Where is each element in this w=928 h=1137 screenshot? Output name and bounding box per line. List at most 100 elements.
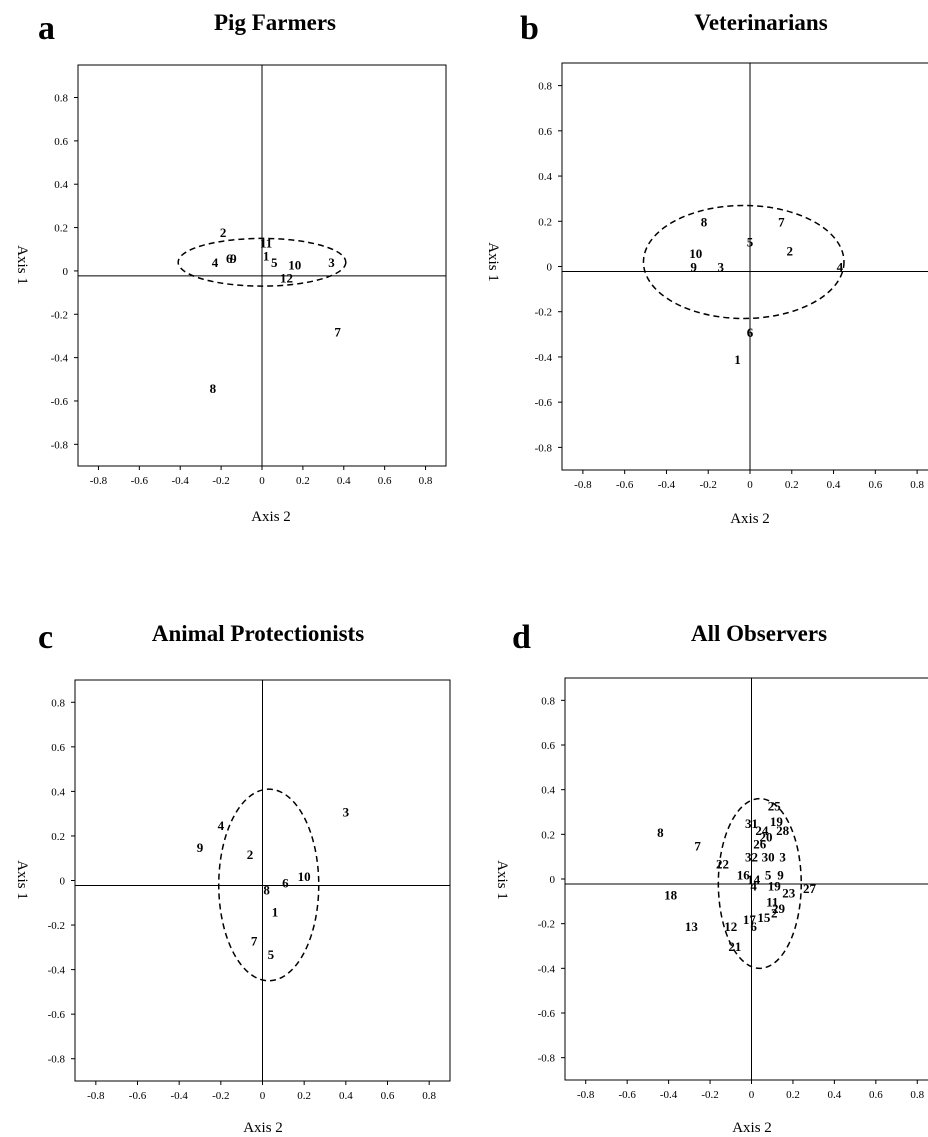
- confidence-ellipse-a: [177, 237, 347, 287]
- data-point-a-10: 10: [288, 257, 301, 272]
- data-point-a-2: 2: [220, 225, 227, 240]
- y-axis-title-d: Axis 1: [494, 860, 510, 900]
- y-tick-label-b: 0.8: [538, 81, 552, 93]
- y-tick-label-a: 0.6: [54, 136, 68, 148]
- x-tick-label-c: -0.8: [87, 1090, 105, 1102]
- x-tick-label-c: -0.4: [170, 1090, 188, 1102]
- confidence-ellipse-b: [642, 204, 845, 320]
- data-point-d-19: 19: [770, 814, 784, 829]
- data-point-b-1: 1: [734, 352, 741, 367]
- data-point-d-21: 21: [728, 939, 741, 954]
- x-tick-label-d: -0.4: [660, 1089, 678, 1101]
- panel-letter-a: a: [38, 10, 55, 47]
- data-point-b-9: 9: [690, 260, 697, 275]
- data-point-c-10: 10: [298, 869, 311, 884]
- data-point-d-20: 20: [760, 830, 773, 845]
- data-point-a-5: 5: [271, 255, 278, 270]
- y-axis-title-a: Axis 1: [14, 245, 30, 285]
- y-tick-label-c: 0.4: [51, 786, 65, 798]
- x-tick-label-b: 0: [747, 479, 753, 491]
- data-point-b-4: 4: [837, 260, 844, 275]
- x-tick-label-d: 0.4: [828, 1089, 842, 1101]
- y-tick-label-c: 0.8: [51, 697, 65, 709]
- data-point-a-6: 6: [226, 251, 233, 266]
- data-point-d-8: 8: [657, 825, 664, 840]
- panel-title-d: All Observers: [691, 621, 827, 646]
- y-tick-label-d: -0.6: [538, 1008, 556, 1020]
- x-tick-label-b: -0.6: [616, 479, 634, 491]
- data-point-c-4: 4: [218, 818, 225, 833]
- data-point-d-14: 14: [747, 872, 761, 887]
- y-tick-label-b: 0.6: [538, 126, 552, 138]
- x-tick-label-b: 0.8: [910, 479, 924, 491]
- panel-title-c: Animal Protectionists: [152, 621, 364, 646]
- x-tick-label-c: -0.2: [212, 1090, 229, 1102]
- x-tick-label-d: 0.6: [869, 1089, 883, 1101]
- data-point-a-4: 4: [212, 255, 219, 270]
- x-tick-label-c: 0.8: [422, 1090, 436, 1102]
- panel-b: b Veterinarians Axis 2 Axis 1 -0.8 -0.6 -0…: [485, 10, 928, 527]
- data-point-b-5: 5: [747, 235, 754, 250]
- y-tick-label-a: 0.2: [54, 223, 68, 235]
- x-tick-label-a: -0.2: [212, 475, 229, 487]
- y-tick-label-c: -0.2: [48, 920, 65, 932]
- plot-area-b: Axis 2 Axis 1 -0.8 -0.6 -0.4 -0.2 0 0.2 0.4 0.6…: [485, 62, 928, 527]
- data-point-b-2: 2: [786, 244, 793, 259]
- data-point-c-7: 7: [251, 934, 258, 949]
- data-point-a-7: 7: [334, 325, 341, 340]
- data-point-c-2: 2: [247, 847, 254, 862]
- data-point-d-19: 19: [768, 879, 782, 894]
- data-point-b-6: 6: [747, 325, 754, 340]
- x-tick-label-c: 0.6: [381, 1090, 395, 1102]
- x-tick-label-c: 0.4: [339, 1090, 353, 1102]
- data-point-c-3: 3: [343, 804, 350, 819]
- x-tick-label-d: -0.8: [577, 1089, 595, 1101]
- data-point-a-11: 11: [260, 236, 272, 251]
- data-point-a-8: 8: [210, 381, 217, 396]
- data-point-b-7: 7: [778, 214, 785, 229]
- x-tick-label-b: -0.4: [658, 479, 676, 491]
- x-axis-title-c: Axis 2: [243, 1120, 283, 1136]
- confidence-ellipse-d: [717, 797, 802, 970]
- y-axis-title-b: Axis 1: [485, 242, 501, 282]
- data-point-d-5: 5: [765, 868, 772, 883]
- data-point-d-16: 16: [737, 868, 751, 883]
- x-tick-label-a: 0.4: [337, 475, 351, 487]
- y-tick-label-c: 0: [60, 876, 66, 888]
- y-tick-label-b: -0.2: [535, 307, 552, 319]
- panel-c: c Animal Protectionists Axis 2 Axis 1 -0…: [14, 619, 451, 1136]
- y-tick-label-b: -0.8: [535, 442, 553, 454]
- data-point-d-15: 15: [757, 910, 771, 925]
- data-point-c-9: 9: [197, 840, 204, 855]
- y-tick-label-c: 0.2: [51, 831, 65, 843]
- y-tick-label-c: -0.8: [48, 1054, 66, 1066]
- x-tick-label-c: 0: [260, 1090, 266, 1102]
- y-tick-label-a: -0.4: [51, 353, 69, 365]
- y-tick-label-b: -0.4: [535, 352, 553, 364]
- x-tick-label-d: 0.8: [910, 1089, 924, 1101]
- y-tick-label-a: -0.6: [51, 396, 69, 408]
- data-point-d-13: 13: [685, 919, 699, 934]
- y-tick-label-b: 0.4: [538, 171, 552, 183]
- data-point-a-12: 12: [280, 270, 293, 285]
- data-point-d-22: 22: [716, 856, 729, 871]
- x-tick-label-a: 0: [259, 475, 265, 487]
- y-tick-label-d: 0: [550, 874, 556, 886]
- confidence-ellipse-c: [218, 788, 320, 982]
- x-tick-label-a: -0.8: [90, 475, 108, 487]
- data-point-b-3: 3: [718, 260, 725, 275]
- y-axis-title-c: Axis 1: [14, 860, 30, 900]
- x-tick-label-a: 0.2: [296, 475, 310, 487]
- y-tick-label-d: 0.8: [541, 695, 555, 707]
- plot-area-c: Axis 2 Axis 1 -0.8 -0.6 -0.4 -0.2 0 0.2 0.4 0.6…: [14, 679, 451, 1136]
- x-tick-label-c: 0.2: [297, 1090, 311, 1102]
- data-point-d-11: 11: [766, 894, 778, 909]
- y-tick-label-b: -0.6: [535, 397, 553, 409]
- data-point-d-7: 7: [694, 839, 701, 854]
- x-tick-label-a: -0.4: [172, 475, 190, 487]
- data-point-a-3: 3: [328, 255, 335, 270]
- y-tick-label-d: 0.6: [541, 740, 555, 752]
- x-tick-label-b: 0.4: [827, 479, 841, 491]
- y-tick-label-c: -0.6: [48, 1009, 66, 1021]
